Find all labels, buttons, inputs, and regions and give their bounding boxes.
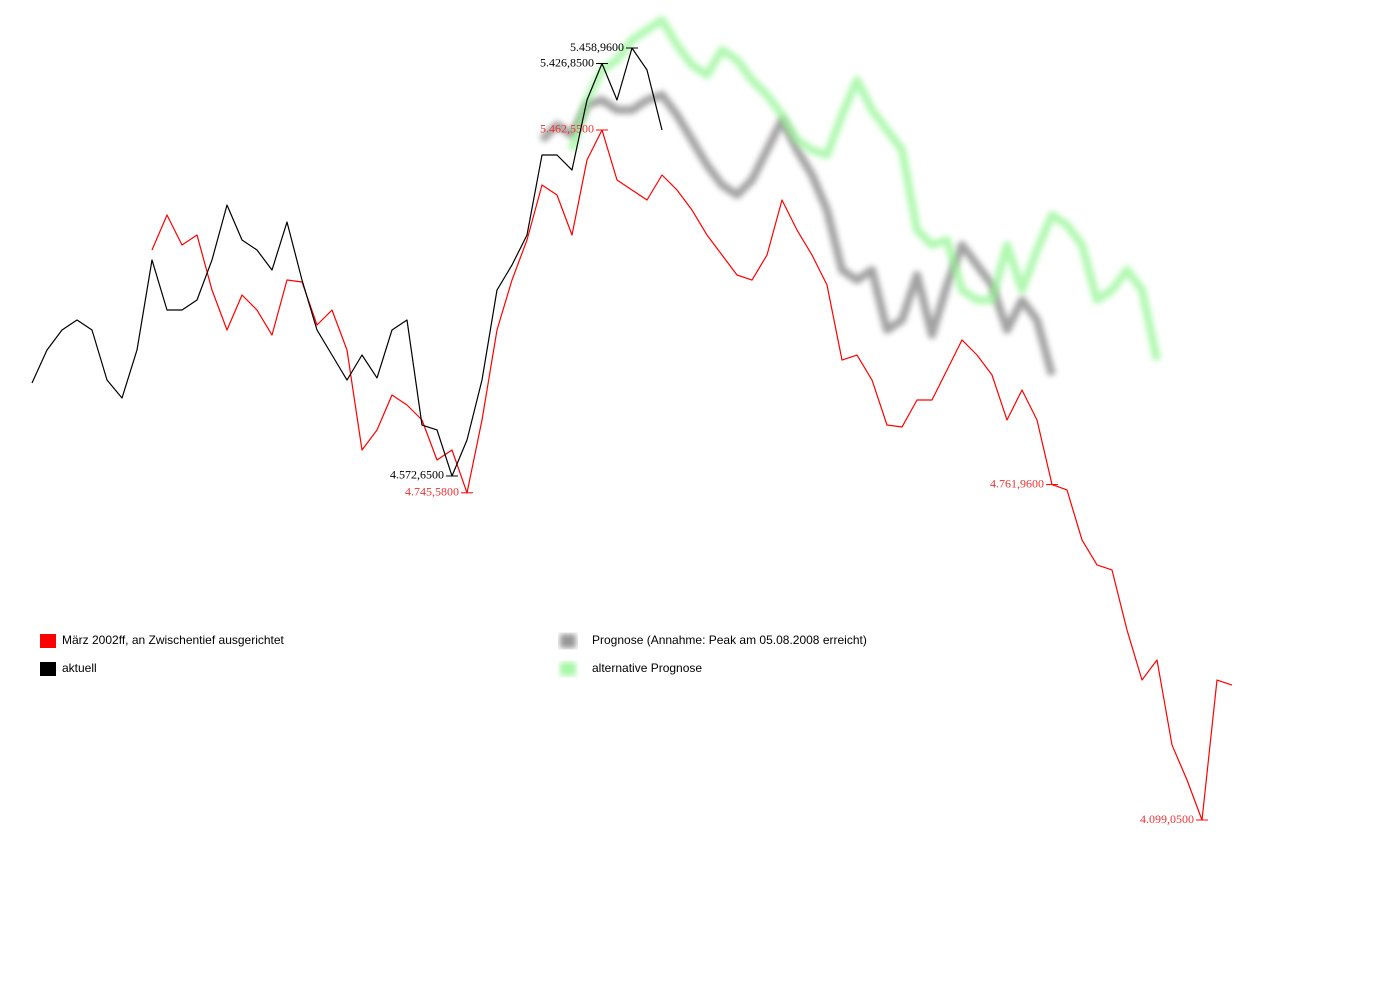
series-line (539, 90, 1056, 377)
value-label: 4.099,0500 (1140, 812, 1194, 826)
legend-swatch (560, 662, 576, 676)
value-label: 4.761,9600 (990, 476, 1044, 490)
series-line (31, 47, 663, 477)
legend-label: aktuell (62, 661, 97, 675)
value-label: 4.745,5800 (405, 485, 459, 499)
legend-swatch (40, 634, 56, 648)
series-line (568, 15, 1161, 361)
value-label: 5.462,5500 (540, 122, 594, 136)
value-label: 5.458,9600 (570, 40, 624, 54)
legend-label: März 2002ff, an Zwischentief ausgerichte… (62, 633, 285, 647)
legend-swatch (560, 634, 576, 648)
value-label: 4.572,6500 (390, 468, 444, 482)
legend-label: alternative Prognose (592, 661, 702, 675)
legend-label: Prognose (Annahme: Peak am 05.08.2008 er… (592, 633, 867, 647)
legend-swatch (40, 662, 56, 676)
value-label: 5.426,8500 (540, 55, 594, 69)
